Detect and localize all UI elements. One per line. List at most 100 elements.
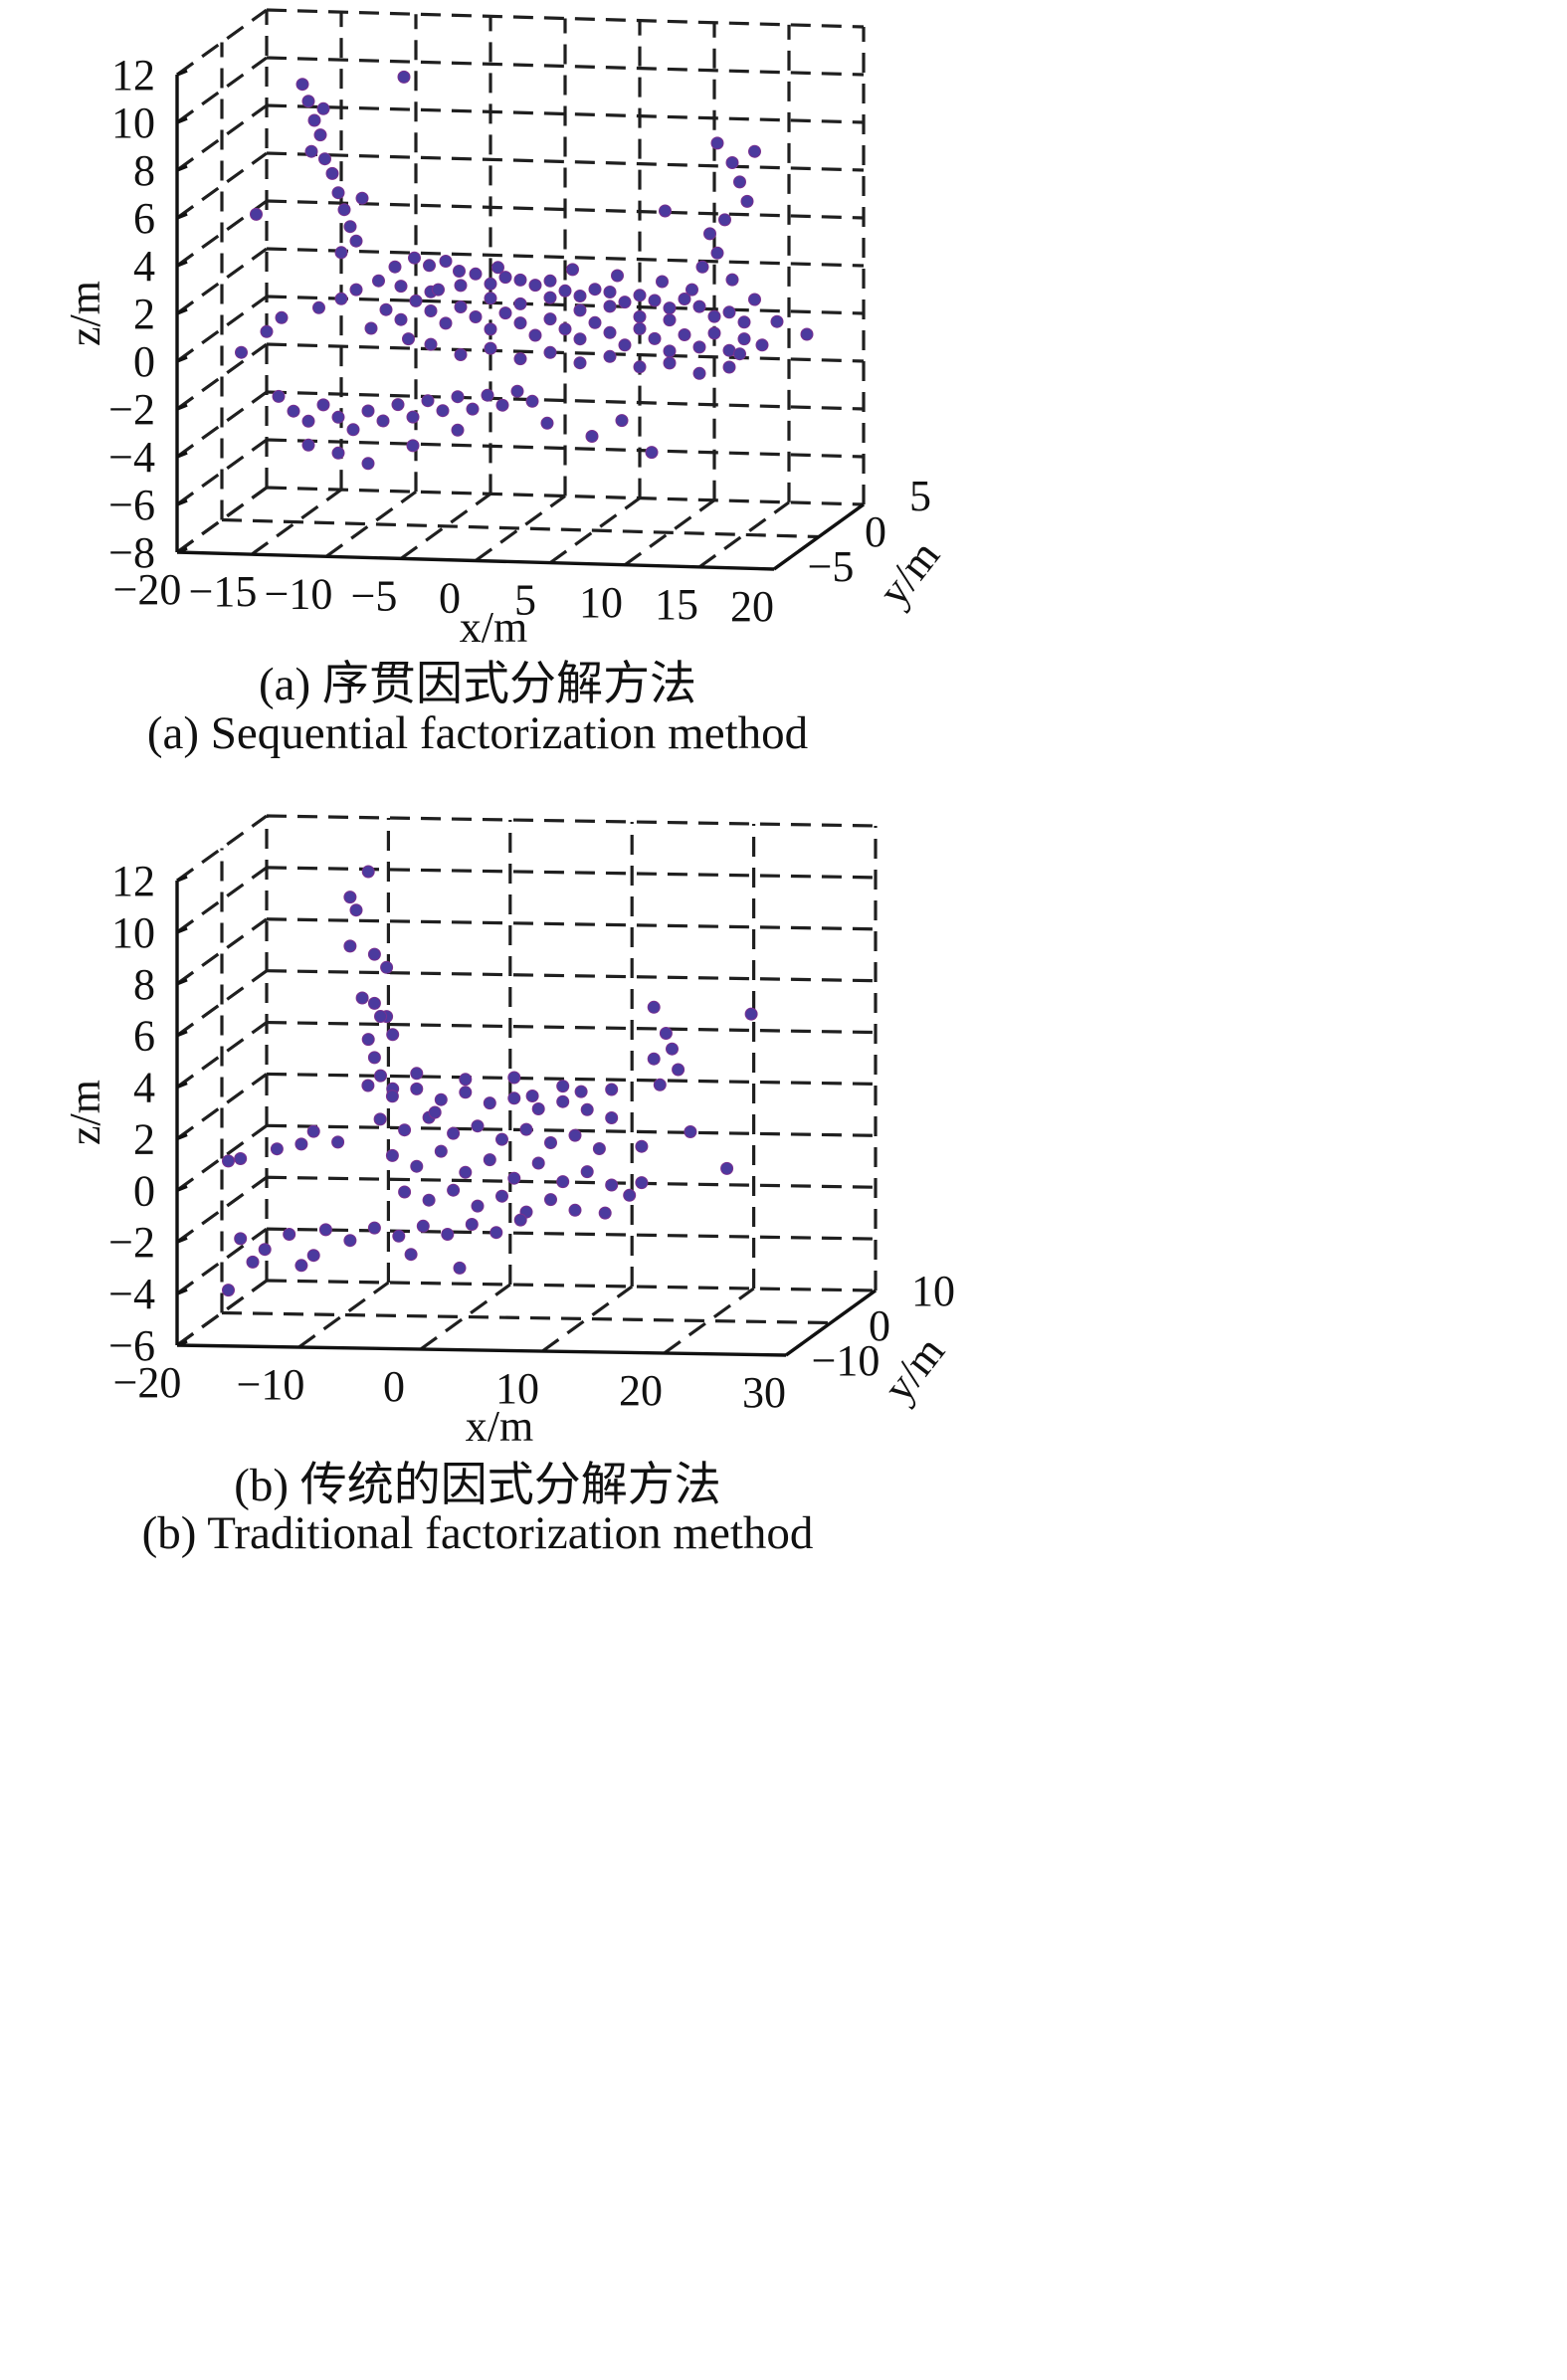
- data-point: [618, 338, 632, 352]
- data-point: [573, 303, 587, 317]
- data-point: [623, 1188, 637, 1202]
- data-point: [648, 294, 662, 307]
- data-point: [349, 283, 363, 297]
- data-point: [301, 95, 315, 108]
- z-tick-mark: [176, 116, 188, 124]
- data-point: [510, 384, 524, 398]
- z-tick-mark: [176, 1236, 188, 1244]
- data-point: [318, 1223, 332, 1237]
- data-point: [453, 265, 466, 278]
- grid-line-side-diagonal: [176, 103, 268, 172]
- data-point: [707, 309, 721, 323]
- data-point: [343, 1234, 357, 1248]
- grid-line-side-diagonal: [176, 342, 268, 411]
- grid-line-back-horizontal: [266, 103, 865, 124]
- data-point: [361, 457, 375, 471]
- data-point: [490, 1226, 503, 1240]
- data-point: [525, 394, 539, 408]
- data-point: [525, 1090, 539, 1102]
- grid-line-back-horizontal: [266, 1123, 877, 1137]
- y-tick-label: −5: [808, 542, 855, 591]
- data-point: [454, 279, 468, 293]
- data-point: [337, 203, 351, 217]
- data-point: [618, 296, 632, 309]
- z-tick-label: −4: [108, 1270, 155, 1318]
- data-point: [355, 991, 369, 1005]
- data-point: [250, 207, 263, 221]
- data-point: [568, 1128, 582, 1142]
- data-point: [748, 293, 761, 306]
- z-tick-label: −6: [108, 1321, 155, 1370]
- data-point: [397, 70, 411, 84]
- x-axis-line: [176, 1343, 787, 1357]
- z-tick-mark: [176, 260, 188, 268]
- data-point: [304, 144, 318, 158]
- x-tick-label: 10: [495, 1364, 539, 1413]
- data-point: [737, 315, 751, 329]
- data-point: [295, 78, 309, 92]
- data-point: [663, 313, 677, 327]
- grid-line-floor-horizontal: [221, 517, 820, 539]
- data-point: [374, 1010, 387, 1023]
- x-tick-label: 5: [514, 576, 536, 625]
- data-point: [316, 101, 330, 115]
- data-point: [422, 1193, 436, 1207]
- z-tick-label: −6: [108, 481, 155, 529]
- data-point: [659, 1027, 673, 1040]
- data-point: [588, 315, 602, 329]
- z-tick-mark: [176, 307, 188, 315]
- x-axis-label: x/m: [460, 603, 527, 652]
- data-point: [580, 1165, 594, 1179]
- data-point: [385, 1148, 399, 1162]
- data-point: [424, 337, 438, 351]
- z-tick-label: −2: [108, 1218, 155, 1267]
- grid-line-side-diagonal: [176, 1175, 268, 1244]
- data-point: [605, 1083, 619, 1096]
- data-point: [380, 960, 394, 974]
- data-point: [666, 1042, 679, 1056]
- grid-line-back-horizontal: [266, 247, 865, 268]
- grid-line-back-horizontal: [266, 1020, 877, 1035]
- data-point: [367, 1051, 381, 1065]
- data-point: [416, 1219, 430, 1233]
- grid-line-back-horizontal: [266, 1175, 877, 1189]
- data-point: [421, 394, 435, 408]
- grid-line-floor-diagonal: [251, 488, 342, 556]
- data-point: [343, 939, 357, 953]
- grid-line-side-diagonal: [176, 8, 268, 77]
- data-point: [672, 1063, 686, 1077]
- grid-line-back-horizontal: [266, 199, 865, 220]
- x-tick-label: 10: [579, 578, 623, 627]
- z-tick-label: 2: [133, 1114, 155, 1163]
- data-point: [720, 1161, 734, 1175]
- y-tick-labels: −100 10: [812, 1267, 955, 1385]
- z-tick-label: 12: [111, 51, 155, 99]
- data-point: [686, 283, 698, 297]
- data-point: [312, 300, 325, 314]
- y-tick-labels: −505: [808, 472, 931, 591]
- grid-line-side-diagonal: [176, 969, 268, 1037]
- y-tick-label: 0: [865, 507, 886, 556]
- data-point: [234, 1232, 248, 1246]
- z-tick-label: 4: [133, 242, 155, 291]
- data-point: [439, 255, 453, 268]
- data-point: [513, 352, 527, 366]
- grid-line-side-diagonal: [176, 814, 268, 883]
- data-point: [367, 947, 381, 961]
- caption-chinese: (a) 序贯因式分解方法: [259, 659, 696, 710]
- z-tick-mark: [176, 926, 188, 934]
- data-point: [404, 1248, 418, 1262]
- data-point: [246, 1255, 260, 1269]
- data-point: [603, 349, 617, 363]
- data-point: [469, 267, 483, 281]
- grid-line-floor-diagonal: [325, 490, 417, 558]
- x-tick-label: 20: [730, 582, 774, 631]
- data-point: [580, 1102, 594, 1116]
- data-point: [391, 398, 405, 412]
- data-point: [376, 414, 390, 428]
- z-tick-label: 6: [133, 194, 155, 243]
- data-point: [385, 1090, 399, 1103]
- grid-line-side-diagonal: [176, 247, 268, 315]
